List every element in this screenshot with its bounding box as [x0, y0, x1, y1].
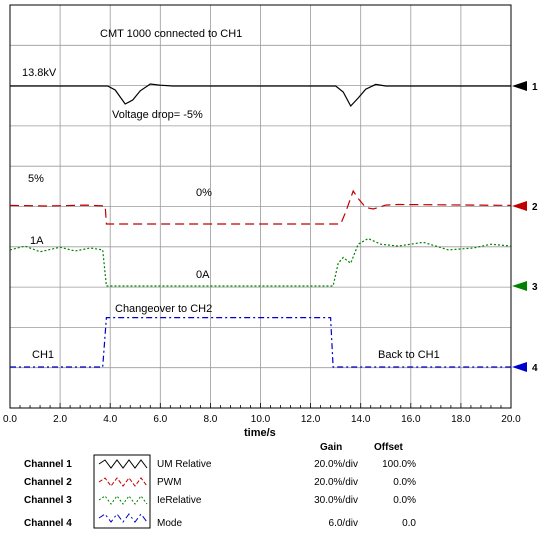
channel-name: IeRelative [157, 495, 202, 506]
oscillogram-chart: 1 2 3 4 0.0 2.0 4.0 6.0 8.0 10.0 12.0 14.0 16.0 18.0… [3, 4, 538, 438]
x-tick-labels: 0.0 2.0 4.0 6.0 8.0 10.0 12.0 14.0 16.0 18.0 20.0 [3, 414, 521, 425]
channel-gain: 30.0%/div [314, 495, 358, 506]
pwm-low-label: 0% [196, 187, 212, 199]
series-line-channel-4 [10, 317, 511, 368]
series-line-channel-3 [9, 237, 512, 287]
channel-name: UM Relative [157, 459, 212, 470]
channel-name: Mode [157, 518, 183, 529]
series-group [9, 83, 512, 368]
channel-marker-3 [512, 281, 527, 291]
channel-marker-label-2: 2 [532, 202, 538, 213]
x-tick-label: 8.0 [203, 414, 217, 425]
channel-label: Channel 4 [24, 518, 72, 529]
x-tick-label: 4.0 [103, 414, 117, 425]
channel-gain: 20.0%/div [314, 459, 358, 470]
legend-header: Gain Offset [0, 442, 550, 456]
offset-header: Offset [374, 442, 403, 453]
channel-offset: 0.0% [393, 477, 416, 488]
channel-marker-1 [512, 81, 527, 91]
x-tick-label: 12.0 [301, 414, 321, 425]
legend-row-channel-1: Channel 1 UM Relative 20.0%/div 100.0% [0, 459, 550, 475]
legend-row-channel-4: Channel 4 Mode 6.0/div 0.0 [0, 518, 550, 534]
x-axis-label: time/s [244, 427, 276, 438]
x-tick-label: 2.0 [53, 414, 67, 425]
ie-low-label: 0A [196, 269, 210, 281]
channel-markers: 1 2 3 4 [512, 81, 538, 374]
channel-label: Channel 3 [24, 495, 72, 506]
channel-gain: 20.0%/div [314, 477, 358, 488]
changeover-label: Changeover to CH2 [115, 303, 212, 315]
channel-marker-label-4: 4 [532, 363, 538, 374]
channel-marker-2 [512, 201, 527, 211]
grid [9, 5, 512, 408]
series-line-channel-1 [10, 83, 511, 108]
x-tick-label: 14.0 [351, 414, 371, 425]
x-tick-label: 18.0 [451, 414, 471, 425]
channel-offset: 100.0% [382, 459, 416, 470]
voltage-level-label: 13.8kV [22, 67, 57, 79]
ie-high-label: 1A [30, 235, 44, 247]
legend-row-channel-3: Channel 3 IeRelative 30.0%/div 0.0% [0, 495, 550, 511]
series-line-channel-2 [9, 189, 512, 225]
voltage-drop-label: Voltage drop= -5% [112, 109, 203, 121]
x-tick-label: 10.0 [251, 414, 271, 425]
channel-marker-label-3: 3 [532, 282, 538, 293]
channel-marker-4 [512, 362, 527, 372]
title-annotation: CMT 1000 connected to CH1 [100, 28, 242, 40]
channel-label: Channel 2 [24, 477, 72, 488]
channel-marker-label-1: 1 [532, 82, 538, 93]
legend-row-channel-2: Channel 2 PWM 20.0%/div 0.0% [0, 477, 550, 493]
gain-header: Gain [320, 442, 343, 453]
pwm-high-label: 5% [28, 173, 44, 185]
x-tick-label: 6.0 [153, 414, 167, 425]
channel-name: PWM [157, 477, 182, 488]
plot-frame [9, 4, 512, 409]
channel-offset: 0.0% [393, 495, 416, 506]
x-tick-label: 20.0 [501, 414, 521, 425]
x-tick-label: 16.0 [401, 414, 421, 425]
channel-offset: 0.0 [402, 518, 416, 529]
channel-label: Channel 1 [24, 459, 72, 470]
channel-gain: 6.0/div [328, 518, 358, 529]
x-tick-label: 0.0 [3, 414, 17, 425]
legend: Gain Offset Channel 1 UM Relative 20.0%/… [0, 438, 550, 536]
ch1-label: CH1 [32, 349, 54, 361]
back-to-ch1-label: Back to CH1 [378, 349, 440, 361]
